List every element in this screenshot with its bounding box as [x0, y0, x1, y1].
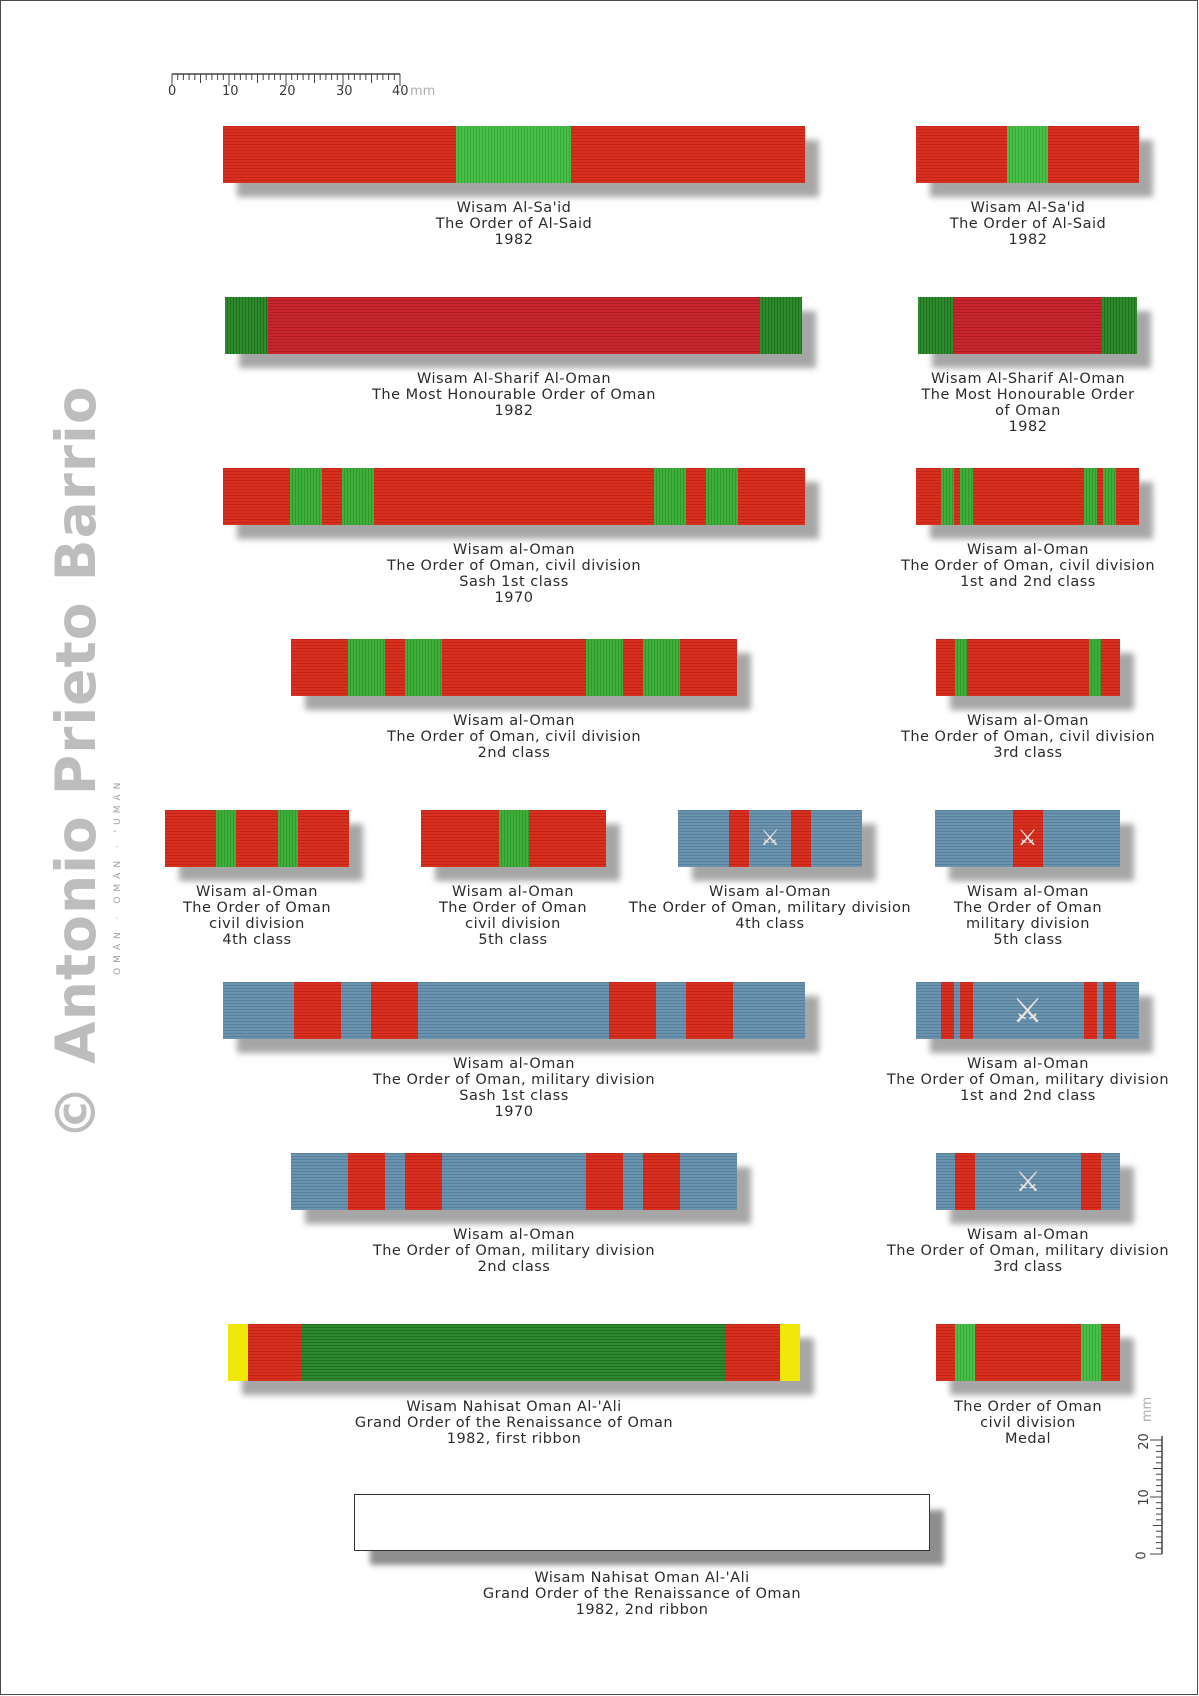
khanjar-emblem-icon: ⚔ — [760, 825, 780, 851]
country-subtitle: OMÁN · OMAN · 'UMAN — [113, 777, 123, 975]
khanjar-emblem-icon: ⚔ — [1017, 825, 1038, 851]
horizontal-scale-ruler — [171, 73, 401, 86]
ribbon-military-3rd: ⚔ — [936, 1153, 1120, 1210]
ribbon-said-large — [223, 126, 805, 183]
caption-civil-4th: Wisam al-Oman The Order of Oman civil divi… — [182, 884, 332, 948]
vertical-scale-ruler — [1150, 1436, 1163, 1555]
ribbon-civil-3rd — [936, 639, 1120, 696]
caption-civil-sash: Wisam al-Oman The Order of Oman, civil di… — [386, 542, 642, 606]
copyright-credit: © Antonio Prieto Barrio — [44, 385, 108, 1140]
caption-civil-medal: The Order of Oman civil division Medal — [953, 1399, 1103, 1447]
caption-military-sash: Wisam al-Oman The Order of Oman, military… — [372, 1056, 656, 1120]
h-tick-label: 10 — [222, 84, 239, 99]
caption-said-large: Wisam Al-Sa'id The Order of Al-Said 1982 — [435, 200, 593, 248]
khanjar-emblem-icon: ⚔ — [1015, 1164, 1041, 1198]
ribbon-civil-4th — [165, 810, 349, 867]
ribbon-civil-sash — [223, 468, 805, 525]
h-tick-label: 30 — [336, 84, 353, 99]
ribbon-sharif-small — [918, 297, 1137, 354]
caption-military-4th: Wisam al-Oman The Order of Oman, military… — [628, 884, 912, 932]
caption-civil-1st2nd: Wisam al-Oman The Order of Oman, civil di… — [900, 542, 1156, 590]
caption-sharif-small: Wisam Al-Sharif Al-Oman The Most Honourab… — [921, 371, 1135, 435]
h-scale-unit: mm — [410, 84, 436, 99]
ribbon-military-1st2nd: ⚔ — [916, 982, 1139, 1039]
ribbon-military-4th: ⚔ — [678, 810, 862, 867]
caption-sharif-large: Wisam Al-Sharif Al-Oman The Most Honourab… — [372, 371, 656, 419]
ribbon-military-2nd — [291, 1153, 737, 1210]
v-tick-label: 0 — [1134, 1551, 1150, 1560]
caption-civil-2nd: Wisam al-Oman The Order of Oman, civil di… — [386, 713, 642, 761]
ribbon-civil-medal — [936, 1324, 1120, 1381]
ribbon-sharif-large — [225, 297, 802, 354]
ribbon-said-small — [916, 126, 1139, 183]
h-tick-label: 0 — [168, 84, 177, 99]
caption-civil-3rd: Wisam al-Oman The Order of Oman, civil di… — [900, 713, 1156, 761]
ribbon-civil-1st2nd — [916, 468, 1139, 525]
caption-said-small: Wisam Al-Sa'id The Order of Al-Said 1982 — [949, 200, 1107, 248]
caption-military-3rd: Wisam al-Oman The Order of Oman, military… — [886, 1227, 1170, 1275]
ribbon-nahisat-2nd — [354, 1494, 930, 1551]
caption-military-1st2nd: Wisam al-Oman The Order of Oman, military… — [886, 1056, 1170, 1104]
caption-nahisat-1st: Wisam Nahisat Oman Al-'Ali Grand Order of… — [354, 1399, 674, 1447]
caption-military-5th: Wisam al-Oman The Order of Oman military d… — [953, 884, 1103, 948]
ribbon-civil-5th — [421, 810, 606, 867]
caption-nahisat-2nd: Wisam Nahisat Oman Al-'Ali Grand Order of… — [482, 1570, 802, 1618]
khanjar-emblem-icon: ⚔ — [1012, 990, 1043, 1031]
h-tick-label: 40 — [392, 84, 409, 99]
v-tick-label: 10 — [1136, 1489, 1152, 1506]
caption-civil-5th: Wisam al-Oman The Order of Oman civil divi… — [438, 884, 588, 948]
ribbon-nahisat-1st — [228, 1324, 800, 1381]
ribbon-military-5th: ⚔ — [935, 810, 1120, 867]
h-tick-label: 20 — [279, 84, 296, 99]
caption-military-2nd: Wisam al-Oman The Order of Oman, military… — [372, 1227, 656, 1275]
ribbon-military-sash — [223, 982, 805, 1039]
ribbon-civil-2nd — [291, 639, 737, 696]
